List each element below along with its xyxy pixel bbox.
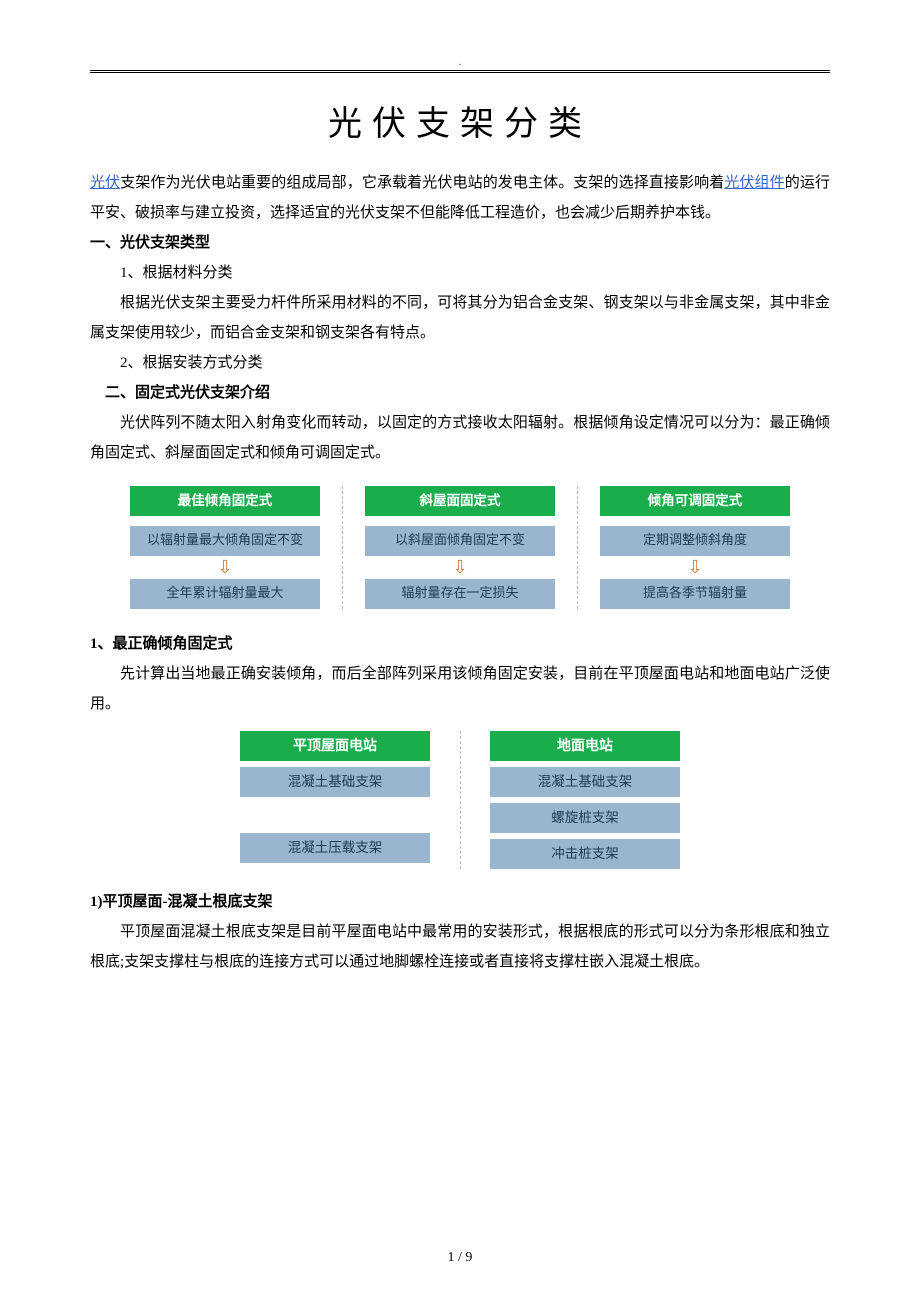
arrow-down-icon: ⇩ [217,558,232,576]
arrow-down-icon: ⇩ [452,558,467,576]
vertical-separator [460,731,461,869]
s1-text: 先计算出当地最正确安装倾角，而后全部阵列采用该倾角固定安装，目前在平顶屋面电站和… [90,659,830,719]
d2-right-header: 地面电站 [490,731,680,761]
vertical-separator [342,486,343,609]
d2-right-row3: 冲击桩支架 [490,839,680,869]
intro-paragraph: 光伏支架作为光伏电站重要的组成局部，它承载着光伏电站的发电主体。支架的选择直接影… [90,168,830,228]
d1-c1-header: 最佳倾角固定式 [130,486,320,516]
intro-seg1: 支架作为光伏电站重要的组成局部，它承载着光伏电站的发电主体。支架的选择直接影响着 [120,175,724,191]
diagram2-right: 地面电站 混凝土基础支架 螺旋桩支架 冲击桩支架 [480,731,690,869]
d1-c2-mid: 以斜屋面倾角固定不变 [365,526,555,556]
s1a-text: 平顶屋面混凝土根底支架是目前平屋面电站中最常用的安装形式，根据根底的形式可以分为… [90,917,830,977]
arrow-down-icon: ⇩ [687,558,702,576]
link-guangfu-zujian[interactable]: 光伏组件 [724,175,784,191]
page-header-rule: . [90,70,830,73]
d1-c3-bottom: 提高各季节辐射量 [600,579,790,609]
d2-right-row2: 螺旋桩支架 [490,803,680,833]
d1-c2-header: 斜屋面固定式 [365,486,555,516]
heading-section-a: 一、光伏支架类型 [90,228,830,258]
s1-heading: 1、最正确倾角固定式 [90,629,830,659]
d2-right-row1: 混凝土基础支架 [490,767,680,797]
diagram-fixed-types: 最佳倾角固定式 以辐射量最大倾角固定不变 ⇩ 全年累计辐射量最大 斜屋面固定式 … [120,486,800,609]
diagram2-left: 平顶屋面电站 混凝土基础支架 混凝土压载支架 [230,731,440,869]
a1-text: 根据光伏支架主要受力杆件所采用材料的不同，可将其分为铝合金支架、钢支架以与非金属… [90,288,830,348]
s1a-heading: 1)平顶屋面-混凝土根底支架 [90,887,830,917]
heading-section-b: 二、固定式光伏支架介绍 [90,378,830,408]
a1-label: 1、根据材料分类 [90,258,830,288]
d1-c1-mid: 以辐射量最大倾角固定不变 [130,526,320,556]
b-intro: 光伏阵列不随太阳入射角变化而转动，以固定的方式接收太阳辐射。根据倾角设定情况可以… [90,408,830,468]
diagram1-col-3: 倾角可调固定式 定期调整倾斜角度 ⇩ 提高各季节辐射量 [590,486,800,609]
a2-label: 2、根据安装方式分类 [90,348,830,378]
page-title: 光伏支架分类 [90,93,830,158]
d2-left-header: 平顶屋面电站 [240,731,430,761]
diagram1-col-1: 最佳倾角固定式 以辐射量最大倾角固定不变 ⇩ 全年累计辐射量最大 [120,486,330,609]
page-number: 1 / 9 [0,1245,920,1272]
d1-c2-bottom: 辐射量存在一定损失 [365,579,555,609]
d2-left-row1: 混凝土基础支架 [240,767,430,797]
diagram1-col-2: 斜屋面固定式 以斜屋面倾角固定不变 ⇩ 辐射量存在一定损失 [355,486,565,609]
d1-c3-mid: 定期调整倾斜角度 [600,526,790,556]
diagram-station-types: 平顶屋面电站 混凝土基础支架 混凝土压载支架 地面电站 混凝土基础支架 螺旋桩支… [230,731,690,869]
vertical-separator [577,486,578,609]
d1-c3-header: 倾角可调固定式 [600,486,790,516]
header-dot: . [459,53,462,72]
d1-c1-bottom: 全年累计辐射量最大 [130,579,320,609]
d2-left-row3: 混凝土压载支架 [240,833,430,863]
link-guangfu[interactable]: 光伏 [90,175,120,191]
